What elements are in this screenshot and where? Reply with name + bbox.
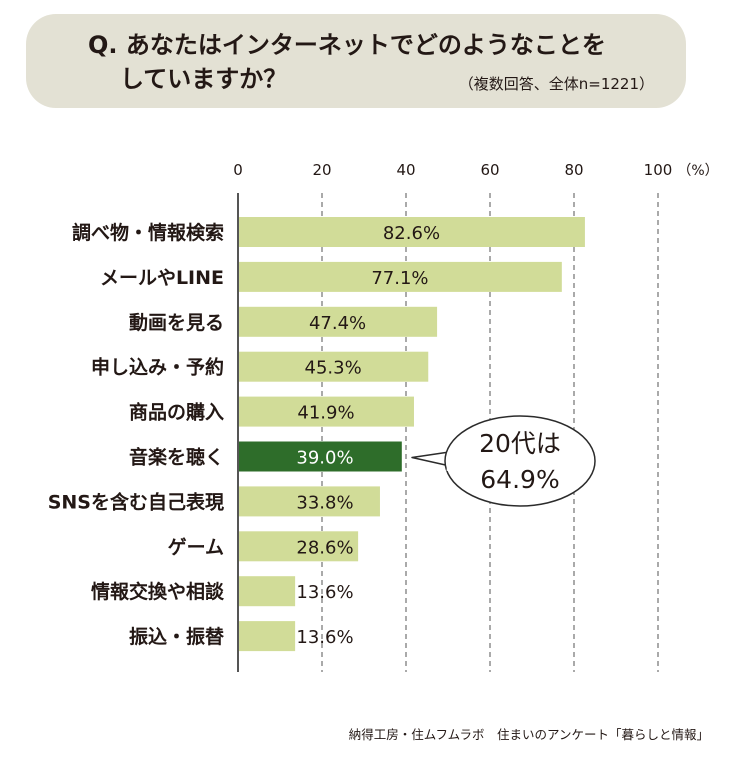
callout-line2: 64.9% [480,465,559,494]
bar-4 [238,351,429,382]
value-label-3: 47.4% [309,313,366,334]
category-label-4: 申し込み・予約 [91,356,224,379]
bar-1 [238,217,585,247]
callout-bubble [444,415,596,507]
category-label-2: メールやLINE [100,267,224,289]
x-tick-label-20: 20 [312,161,331,179]
value-label-5: 41.9% [297,403,354,424]
value-label-7: 33.8% [296,492,353,513]
category-label-1: 調べ物・情報検索 [72,221,224,244]
bar-8 [238,531,359,562]
question-title-line1: Q. あなたはインターネットでどのようなことを [88,31,606,59]
value-label-8: 28.6% [296,537,353,558]
source-credit: 納得工房・住ムフムラボ 住まいのアンケート「暮らしと情報」 [348,727,709,742]
sample-note: （複数回答、全体n=1221） [458,75,654,93]
value-label-10: 13.6% [296,627,353,648]
x-tick-label-60: 60 [480,161,499,179]
x-unit-label: （%） [677,163,718,179]
bar-10 [238,621,296,652]
bar-5 [238,396,414,427]
x-tick-label-0: 0 [233,161,243,179]
category-label-3: 動画を見る [129,312,224,334]
callout-join [446,448,453,472]
category-label-10: 振込・振替 [129,625,225,648]
x-tick-label-40: 40 [396,161,415,179]
category-label-6: 音楽を聴く [129,446,224,469]
category-label-5: 商品の購入 [129,401,224,424]
value-label-2: 77.1% [371,268,428,289]
callout-line1: 20代は [479,429,561,458]
category-label-7: SNSを含む自己表現 [48,490,224,513]
bar-6 [238,441,402,472]
value-label-4: 45.3% [305,358,362,379]
bar-2 [238,261,562,292]
bar-3 [238,306,438,337]
bar-9 [238,576,296,607]
value-label-9: 13.6% [296,582,353,603]
question-title-line2: していますか？ [120,65,288,93]
category-label-9: 情報交換や相談 [91,580,225,603]
value-label-6: 39.0% [296,448,353,469]
category-label-8: ゲーム [168,536,224,558]
question-box: Q. あなたはインターネットでどのようなことを していますか？ （複数回答、全体… [26,14,686,108]
value-label-1: 82.6% [383,223,440,244]
x-tick-label-80: 80 [564,161,583,179]
x-tick-label-100: 100 [644,161,673,179]
bar-7 [238,486,380,517]
